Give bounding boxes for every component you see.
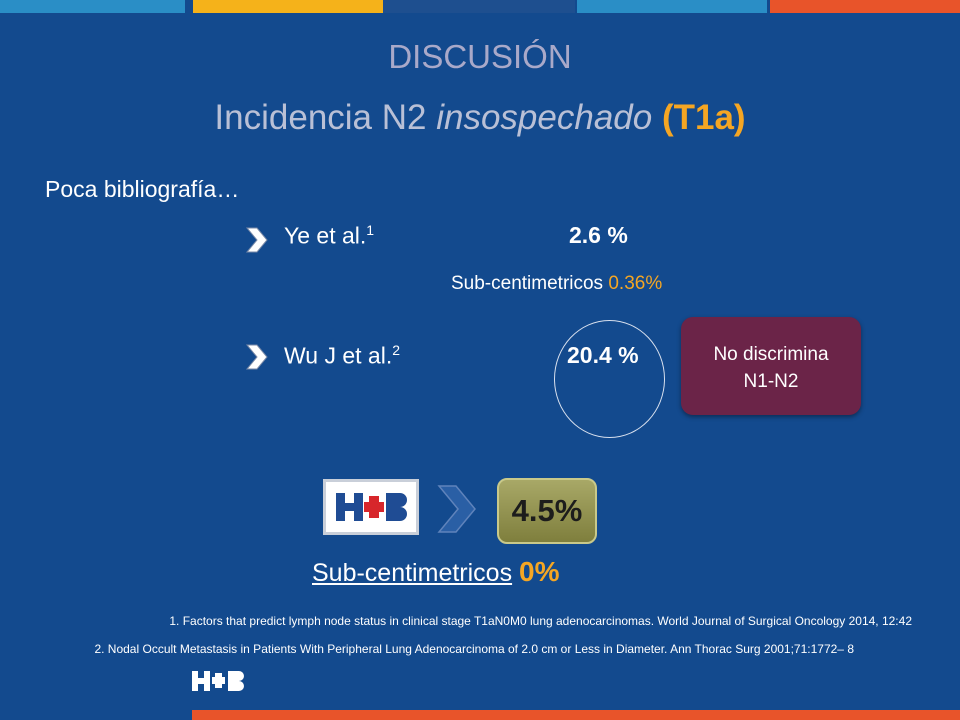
lead-text: Poca bibliografía… [45,176,240,202]
slide-title: DISCUSIÓN [388,38,572,75]
subcentimetric-note: Sub-centimetricos 0.36% [451,273,662,295]
chevron-right-icon [245,344,268,370]
row-ref: 1 [366,222,375,238]
row-label: Wu J et al. [284,342,393,369]
subcentimetric-result-label: Sub-centimetricos [312,559,513,587]
big-chevron-icon [437,485,476,533]
subtitle-highlight: (T1a) [661,98,746,137]
reference-text: 1. Factors that predict lymph node statu… [169,614,912,628]
subtitle-italic: insospechado [436,98,653,137]
row-value-wu: 20.4 % [567,342,639,368]
highlight-ellipse [554,320,665,438]
reference-text: 2. Nodal Occult Metastasis in Patients W… [94,642,854,656]
slide-subtitle: Incidencia N2 insospechado (T1a) [0,98,960,138]
row-value-ye: 2.6 % [569,222,628,248]
subcentimetric-label: Sub-centimetricos [451,273,604,294]
hospital-percentage-box: 4.5% [497,478,597,544]
reference-2: 2. Nodal Occult Metastasis in Patients W… [94,642,854,656]
bottom-color-bar [192,710,960,720]
reference-ye: Ye et al.1 [284,222,374,250]
subcentimetric-result-value: 0% [519,556,560,587]
row-label: Ye et al. [284,222,367,249]
no-discrimina-line1: No discrimina [713,344,829,365]
hospital-logo-icon [323,479,419,535]
no-discrimina-line2: N1-N2 [743,371,799,392]
row-ref: 2 [392,342,401,358]
subtitle-text: Incidencia N2 [214,98,437,137]
subcentimetric-result: Sub-centimetricos 0% [312,556,560,588]
footer-logo-icon [192,671,244,691]
reference-1: 1. Factors that predict lymph node statu… [169,614,912,628]
reference-wu: Wu J et al.2 [284,342,400,370]
chevron-right-icon [245,227,268,253]
subcentimetric-value: 0.36% [608,273,663,294]
no-discrimina-box: No discrimina N1-N2 [681,317,861,415]
top-color-bar [0,0,960,13]
